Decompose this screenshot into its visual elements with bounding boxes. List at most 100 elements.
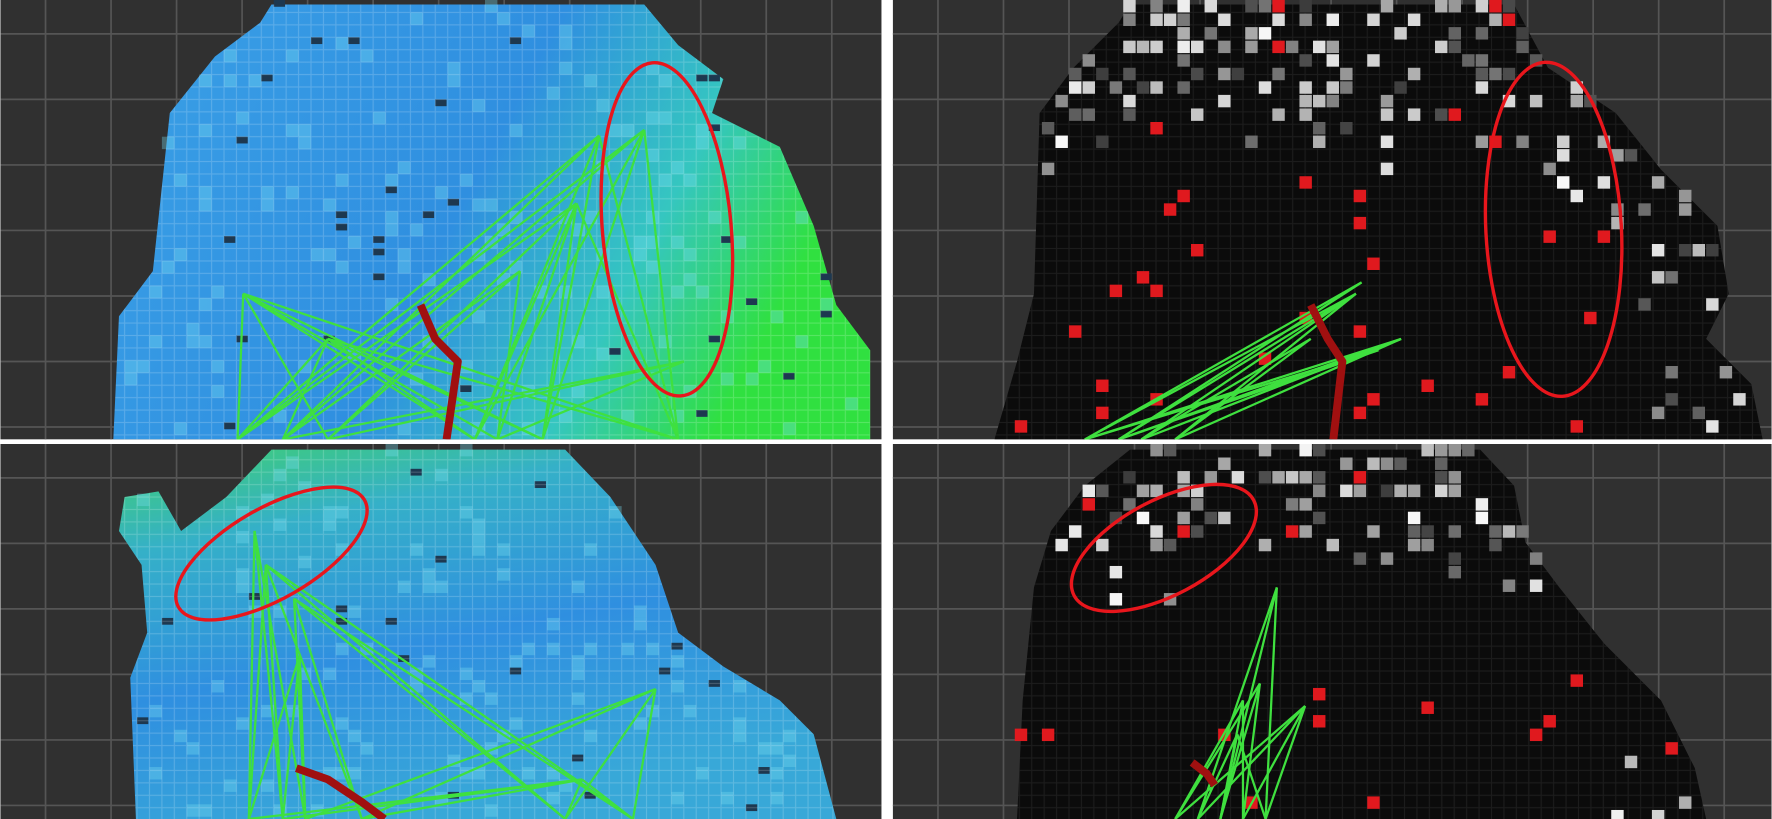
occupied-cell bbox=[1272, 471, 1285, 484]
occupied-cell bbox=[1367, 13, 1380, 26]
occupied-cell bbox=[1272, 108, 1285, 121]
occupied-cell bbox=[1313, 135, 1326, 148]
feature-line bbox=[293, 597, 634, 819]
feature-line bbox=[1219, 683, 1262, 819]
occupied-cell bbox=[1082, 81, 1095, 94]
occupied-cell bbox=[1543, 230, 1556, 243]
occupied-cell bbox=[1679, 203, 1692, 216]
feature-line bbox=[1174, 337, 1312, 440]
occupied-cell bbox=[1218, 94, 1231, 108]
feature-line bbox=[242, 292, 544, 440]
occupied-cell bbox=[1299, 525, 1312, 538]
occupied-cell bbox=[1394, 81, 1407, 94]
occupied-cell bbox=[1435, 443, 1448, 457]
robot-path bbox=[294, 764, 387, 819]
occupied-cell bbox=[1150, 81, 1163, 94]
feature-line bbox=[282, 360, 685, 440]
occupied-cell bbox=[1150, 525, 1163, 538]
occupied-cell bbox=[1136, 511, 1150, 525]
feature-line bbox=[1219, 587, 1278, 819]
occupied-cell bbox=[1502, 366, 1516, 379]
occupied-cell bbox=[1123, 94, 1136, 108]
occupied-cell bbox=[1123, 0, 1136, 13]
occupied-cell bbox=[1557, 149, 1570, 162]
feature-line bbox=[298, 655, 307, 819]
occupied-cell bbox=[1177, 471, 1190, 484]
occupied-cell bbox=[1272, 67, 1285, 81]
feature-line bbox=[541, 135, 601, 440]
feature-line bbox=[242, 293, 329, 440]
occupied-cell bbox=[1313, 122, 1326, 135]
occupied-cell bbox=[1245, 40, 1258, 54]
occupied-cell bbox=[1407, 484, 1421, 498]
feature-line bbox=[361, 688, 657, 819]
occupied-cell bbox=[1231, 67, 1245, 81]
occupied-cell bbox=[1096, 67, 1109, 81]
feature-line bbox=[496, 270, 522, 440]
occupied-cell bbox=[1692, 406, 1705, 420]
occupied-cell bbox=[1326, 94, 1339, 108]
feature-line bbox=[541, 203, 578, 440]
occupied-cell bbox=[1529, 552, 1543, 565]
occupied-cell bbox=[1665, 742, 1678, 755]
feature-line bbox=[1219, 700, 1245, 819]
occupied-cell bbox=[1407, 67, 1421, 81]
occupied-cell bbox=[1123, 40, 1136, 54]
occupied-cell bbox=[1258, 27, 1272, 40]
occupied-cell bbox=[1258, 81, 1272, 94]
occupied-cell bbox=[1367, 393, 1380, 406]
occupied-cell bbox=[1435, 484, 1448, 498]
occupied-cell bbox=[1475, 511, 1489, 525]
feature-line bbox=[236, 338, 329, 440]
occupied-cell bbox=[1367, 54, 1380, 67]
occupied-cell bbox=[1353, 216, 1367, 230]
occupied-cell bbox=[1326, 13, 1339, 26]
occupied-cell bbox=[1258, 352, 1272, 365]
occupied-cell bbox=[1245, 27, 1258, 40]
occupied-cell bbox=[1475, 81, 1489, 94]
occupied-cell bbox=[1191, 40, 1204, 54]
feature-line bbox=[242, 292, 476, 440]
highlight-ellipse bbox=[1069, 482, 1259, 614]
occupied-cell bbox=[1082, 54, 1095, 67]
occupied-cell bbox=[1529, 579, 1543, 592]
occupied-cell bbox=[1597, 230, 1611, 243]
feature-line bbox=[1174, 292, 1357, 440]
occupied-cell bbox=[1380, 0, 1394, 13]
occupied-cell bbox=[1191, 67, 1204, 81]
occupied-cell bbox=[1543, 162, 1556, 176]
occupied-cell bbox=[1570, 189, 1583, 203]
occupied-cell bbox=[1733, 393, 1746, 406]
robot-path bbox=[416, 303, 462, 440]
occupied-cell bbox=[1177, 40, 1190, 54]
occupied-cell bbox=[1191, 108, 1204, 121]
occupied-cell bbox=[1299, 108, 1312, 121]
occupied-cell bbox=[1516, 135, 1529, 148]
occupied-cell bbox=[1380, 162, 1394, 176]
occupied-cell bbox=[1435, 0, 1448, 13]
occupied-cell bbox=[1502, 579, 1516, 592]
feature-line bbox=[1174, 337, 1402, 440]
occupied-cell bbox=[1380, 457, 1394, 470]
occupied-cell bbox=[1489, 0, 1502, 13]
occupied-cell bbox=[1177, 0, 1190, 13]
occupied-cell bbox=[1272, 0, 1285, 13]
occupied-cell bbox=[1380, 484, 1394, 498]
occupied-cell bbox=[1435, 40, 1448, 54]
occupied-cell bbox=[1258, 471, 1272, 484]
occupied-cell bbox=[1448, 484, 1461, 498]
occupied-cell bbox=[1543, 715, 1556, 728]
feature-line bbox=[327, 360, 685, 440]
occupied-cell bbox=[1448, 108, 1461, 121]
occupied-cell bbox=[1570, 94, 1583, 108]
occupied-cell bbox=[1041, 728, 1055, 742]
feature-line bbox=[304, 688, 656, 819]
occupied-cell bbox=[1123, 67, 1136, 81]
occupied-cell bbox=[1624, 149, 1638, 162]
occupied-cell bbox=[1041, 162, 1055, 176]
occupied-cell bbox=[1353, 552, 1367, 565]
feature-line bbox=[265, 563, 566, 819]
occupied-cell bbox=[1475, 27, 1489, 40]
occupied-cell bbox=[1516, 27, 1529, 40]
map-panel bbox=[892, 443, 1772, 819]
